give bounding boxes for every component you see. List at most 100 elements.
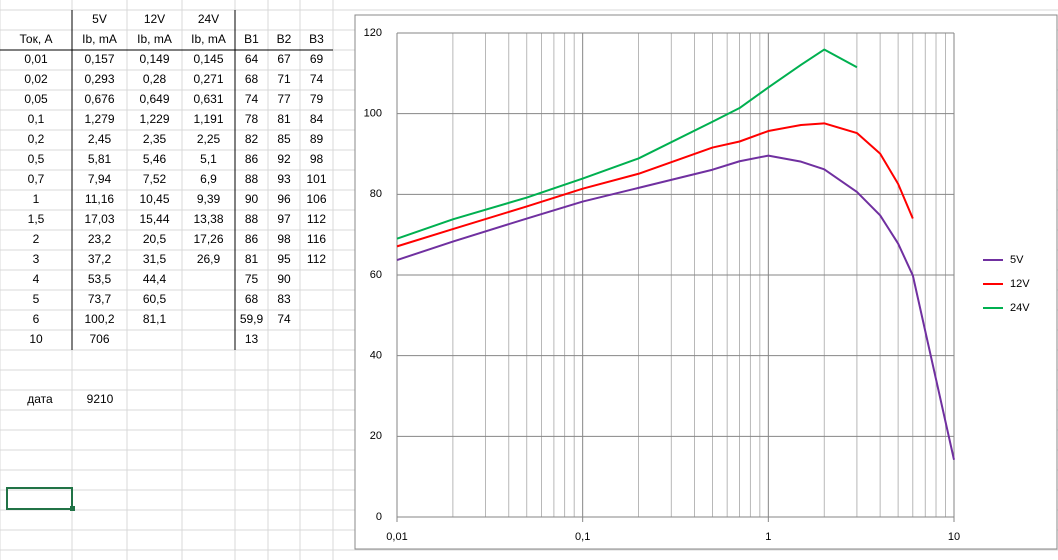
y-tick-label: 40	[370, 350, 382, 362]
cell: 0,149	[139, 52, 169, 66]
cell: 2,45	[88, 132, 112, 146]
cell: 1	[33, 192, 40, 206]
cell: 77	[277, 92, 291, 106]
cell: 93	[277, 172, 291, 186]
cell: 0,2	[28, 132, 45, 146]
cell: 0,01	[24, 52, 48, 66]
cell: 13	[245, 332, 259, 346]
cell: 0,7	[28, 172, 45, 186]
cell: 0,293	[84, 72, 114, 86]
cell: 83	[277, 292, 291, 306]
cell: 67	[277, 52, 291, 66]
cell: 706	[89, 332, 109, 346]
cell: 9,39	[197, 192, 221, 206]
voltage-header: 5V	[92, 12, 107, 26]
x-tick-label: 0,01	[386, 531, 407, 543]
cell: 0,676	[84, 92, 114, 106]
cell: 2,25	[197, 132, 221, 146]
chart-area[interactable]	[354, 14, 1058, 550]
cell: 89	[310, 132, 324, 146]
cell: 37,2	[88, 252, 112, 266]
cell: 60,5	[143, 292, 167, 306]
date-label: дата	[27, 392, 53, 406]
y-tick-label: 80	[370, 188, 382, 200]
cell: 112	[307, 212, 326, 226]
cell: 5,81	[88, 152, 112, 166]
cell: 17,26	[193, 232, 223, 246]
x-tick-label: 0,1	[575, 531, 590, 543]
series-line	[396, 48, 858, 240]
cell: 1,279	[84, 112, 114, 126]
cell: 116	[307, 232, 326, 246]
series-line	[396, 154, 955, 460]
cell: 4	[33, 272, 40, 286]
cell: 2	[33, 232, 40, 246]
cell: 0,28	[143, 72, 167, 86]
y-tick-label: 120	[364, 27, 382, 39]
selected-cell[interactable]	[6, 487, 73, 510]
cell: 81,1	[143, 312, 167, 326]
cell: 98	[277, 232, 291, 246]
cell: 6,9	[200, 172, 217, 186]
cell: 7,52	[143, 172, 167, 186]
cell: 6	[33, 312, 40, 326]
cell: 7,94	[88, 172, 112, 186]
y-tick-label: 0	[376, 511, 382, 523]
cell: 92	[277, 152, 291, 166]
cell: 1,229	[139, 112, 169, 126]
series-line	[396, 122, 914, 248]
cell: 88	[245, 172, 259, 186]
y-tick-label: 20	[370, 430, 382, 442]
cell: 90	[245, 192, 259, 206]
cell: 81	[277, 112, 291, 126]
cell: 20,5	[143, 232, 167, 246]
cell: 0,649	[139, 92, 169, 106]
cell: 75	[245, 272, 259, 286]
legend-label: 24V	[1010, 302, 1030, 314]
cell: 98	[310, 152, 324, 166]
cell: 26,9	[197, 252, 221, 266]
cell: 0,157	[84, 52, 114, 66]
cell: 10	[29, 332, 43, 346]
cell: 2,35	[143, 132, 167, 146]
cell: 3	[33, 252, 40, 266]
cell: 81	[245, 252, 259, 266]
cell: 0,631	[193, 92, 223, 106]
legend-label: 5V	[1010, 254, 1024, 266]
cell: 31,5	[143, 252, 167, 266]
cell: 13,38	[193, 212, 223, 226]
cell: 0,05	[24, 92, 48, 106]
cell: 15,44	[139, 212, 169, 226]
x-tick-label: 10	[948, 531, 960, 543]
cell: 11,16	[85, 192, 114, 206]
cell: 64	[245, 52, 259, 66]
cell: 53,5	[88, 272, 112, 286]
cell: 1,5	[28, 212, 45, 226]
cell: 5,46	[143, 152, 167, 166]
cell: 78	[245, 112, 259, 126]
cell: 88	[245, 212, 259, 226]
cell: 69	[310, 52, 324, 66]
voltage-header: 12V	[144, 12, 165, 26]
column-header: Ib, mA	[191, 32, 226, 46]
cell: 74	[310, 72, 324, 86]
cell: 101	[306, 172, 326, 186]
cell: 44,4	[143, 272, 167, 286]
cell: 90	[277, 272, 291, 286]
y-tick-label: 100	[364, 108, 382, 120]
cell: 1,191	[193, 112, 223, 126]
chart: 0 20 40 60 80 100 120 0,01 0,1 1 10 5V 12V 24V	[364, 27, 1031, 543]
voltage-header: 24V	[198, 12, 219, 26]
column-header: B3	[309, 32, 324, 46]
fill-handle[interactable]	[70, 506, 75, 511]
cell: 0,145	[193, 52, 223, 66]
column-header: Ib, mA	[137, 32, 172, 46]
cell: 95	[277, 252, 291, 266]
cell: 5	[33, 292, 40, 306]
column-header: B2	[277, 32, 292, 46]
cell: 74	[277, 312, 291, 326]
cell: 73,7	[88, 292, 112, 306]
cell: 106	[306, 192, 326, 206]
cell: 79	[310, 92, 324, 106]
